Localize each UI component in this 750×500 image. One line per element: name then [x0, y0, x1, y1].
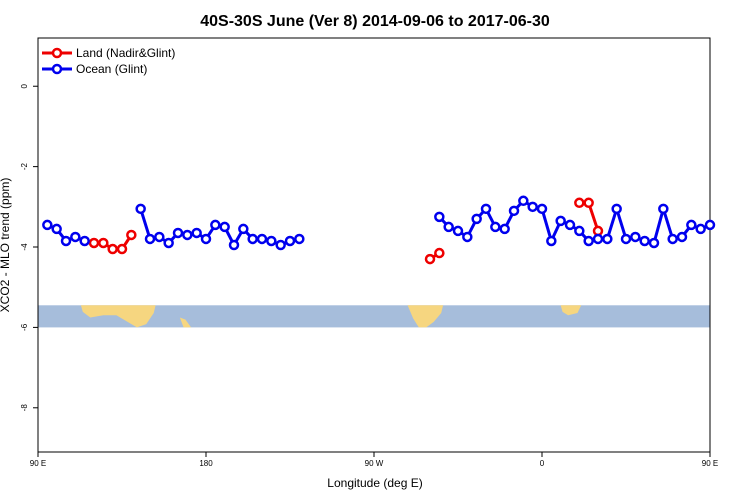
series-ocean-point	[611, 203, 622, 215]
series-ocean-point	[695, 223, 706, 235]
series-ocean-point	[182, 229, 193, 241]
series-ocean-point	[508, 205, 520, 217]
x-tick-label: 0	[540, 459, 545, 468]
y-tick-label: -2	[20, 163, 29, 171]
series-ocean-point	[51, 223, 62, 235]
map-band-land-1	[179, 317, 192, 328]
legend-ocean-marker	[51, 63, 63, 75]
map-band-land-0	[80, 305, 156, 328]
series-ocean-point	[228, 239, 240, 251]
legend-ocean-label: Ocean (Glint)	[76, 62, 147, 76]
series-land-point	[434, 247, 445, 259]
chart-title: 40S-30S June (Ver 8) 2014-09-06 to 2017-…	[200, 13, 550, 30]
series-land	[88, 197, 604, 265]
y-tick-label: -6	[20, 323, 29, 331]
series-ocean-point	[200, 233, 212, 245]
series-ocean-point	[592, 233, 604, 245]
series-ocean-point	[583, 235, 594, 247]
series-ocean-point	[434, 211, 445, 223]
series-ocean-point	[172, 227, 184, 239]
series-ocean-point	[602, 233, 613, 245]
legend-land-label: Land (Nadir&Glint)	[76, 46, 175, 60]
series-ocean-point	[154, 231, 165, 243]
x-tick-label: 180	[199, 459, 213, 468]
series-ocean-point	[294, 233, 305, 245]
series-ocean-point	[574, 225, 585, 237]
series-ocean-point	[443, 221, 454, 233]
x-tick-label: 90 E	[702, 459, 718, 468]
series-ocean-point	[667, 233, 678, 245]
series-ocean-point	[266, 235, 277, 247]
series-ocean-point	[518, 195, 529, 207]
series-ocean-point	[284, 235, 296, 247]
series-ocean-point	[658, 203, 669, 215]
series-ocean-point	[256, 233, 268, 245]
series-ocean-point	[462, 231, 473, 243]
series-land-point	[583, 197, 594, 209]
map-band-land-3	[560, 305, 582, 316]
legend: Land (Nadir&Glint) Ocean (Glint)	[42, 46, 175, 76]
series-ocean-point	[238, 223, 249, 235]
legend-land-marker	[51, 47, 63, 59]
x-tick-label: 90 W	[365, 459, 384, 468]
map-band-ocean	[38, 305, 710, 328]
y-axis-label: XCO2 - MLO trend (ppm)	[0, 178, 12, 313]
series-land-point	[424, 253, 436, 265]
series-land-point	[126, 229, 137, 241]
series-ocean-point	[630, 231, 641, 243]
x-axis-label: Longitude (deg E)	[327, 476, 422, 490]
series-land-point	[88, 237, 100, 249]
series-ocean-point	[191, 227, 202, 239]
x-tick-label: 90 E	[30, 459, 46, 468]
series-ocean-point	[704, 219, 716, 231]
series-ocean-point	[546, 235, 557, 247]
series-ocean-point	[275, 239, 286, 251]
series-ocean-point	[247, 233, 258, 245]
series-ocean-point	[639, 235, 650, 247]
map-band-land-2	[407, 305, 444, 328]
series-ocean-point	[79, 235, 90, 247]
series-land-point	[98, 237, 109, 249]
series-ocean-point	[620, 233, 632, 245]
plot-frame	[37, 37, 711, 453]
series-land-point	[574, 197, 585, 209]
series-ocean-point	[42, 219, 53, 231]
y-tick-label: 0	[20, 83, 29, 88]
series-ocean-point	[210, 219, 221, 231]
series-ocean-point	[219, 221, 230, 233]
y-tick-label: -4	[20, 243, 29, 251]
series-ocean-point	[648, 237, 660, 249]
series-ocean-point	[60, 235, 72, 247]
plot-area: 90 E 180 90 W 0 90 E 0 -2 -4 -6 -8	[20, 37, 718, 468]
series-land-point	[116, 243, 128, 255]
series-ocean-point	[490, 221, 501, 233]
series-ocean-point	[555, 215, 566, 227]
series-ocean-point	[471, 213, 482, 225]
series-ocean-point	[144, 233, 156, 245]
series-ocean-point	[480, 203, 492, 215]
series-ocean-point	[70, 231, 81, 243]
series-ocean-point	[564, 219, 576, 231]
series-ocean-point	[686, 219, 697, 231]
series-ocean-point	[676, 231, 688, 243]
series-ocean-point	[499, 223, 510, 235]
series-ocean	[42, 195, 716, 251]
series-ocean-point	[163, 237, 174, 249]
y-tick-label: -8	[20, 404, 29, 412]
series-land-point	[107, 243, 118, 255]
series-ocean-point	[135, 203, 146, 215]
series-ocean-point	[527, 201, 538, 213]
series-ocean-point	[536, 203, 548, 215]
series-ocean-point	[452, 225, 464, 237]
